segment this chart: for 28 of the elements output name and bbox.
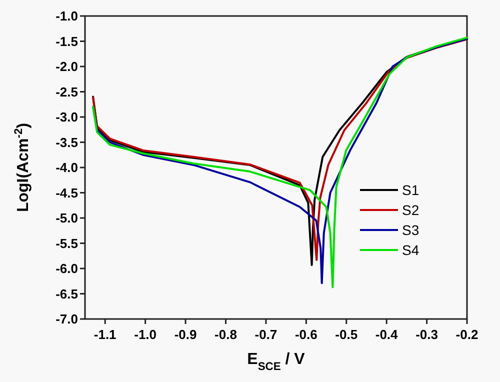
legend-label: S1 [402, 182, 420, 198]
x-tick-label: -0.6 [294, 327, 318, 342]
y-tick-label: -5.5 [56, 236, 78, 251]
y-tick-label: -4.5 [56, 185, 78, 200]
y-tick-label: -1.5 [56, 34, 78, 49]
y-tick-label: -6.5 [56, 286, 78, 302]
y-tick-label: -3.5 [56, 134, 78, 150]
y-tick-label: -7.0 [56, 312, 78, 326]
y-tick-label: -4.0 [56, 160, 78, 175]
x-tick-label: -0.9 [174, 327, 197, 342]
x-tick-label: -1.0 [134, 327, 157, 342]
x-tick-label: -1.1 [94, 327, 116, 342]
x-tick-label: -0.5 [335, 327, 358, 342]
y-tick-label: -1.0 [56, 8, 78, 24]
x-tick-label: -0.2 [456, 327, 478, 342]
legend-label: S2 [402, 202, 420, 218]
legend-label: S4 [402, 242, 420, 258]
y-tick-label: -2.5 [56, 84, 78, 100]
x-tick-label: -0.3 [416, 327, 438, 342]
y-tick-label: -2.0 [56, 59, 78, 74]
x-tick-label: -0.8 [214, 327, 237, 342]
y-tick-label: -3.0 [56, 110, 78, 124]
x-tick-label: -0.7 [254, 327, 278, 342]
y-tick-label: -6.0 [56, 261, 78, 276]
x-tick-label: -0.4 [375, 327, 399, 342]
x-axis-title: E$_{SCE}$ / V [247, 351, 306, 373]
y-tick-label: -5.0 [56, 210, 78, 226]
legend-label: S3 [402, 222, 420, 238]
